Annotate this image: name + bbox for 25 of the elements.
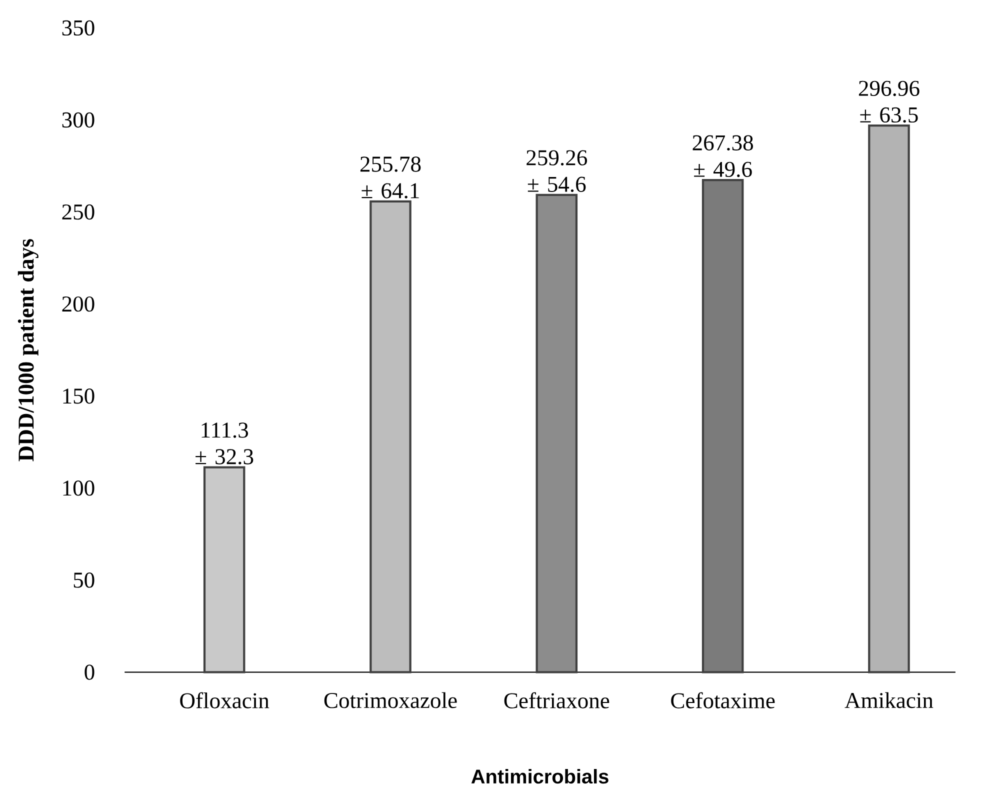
y-tick-label: 300 xyxy=(62,112,94,128)
y-tick-label: 200 xyxy=(62,296,94,312)
x-tick-label: Ofloxacin xyxy=(180,692,270,708)
bar xyxy=(370,200,412,674)
x-tick-label: Amikacin xyxy=(844,692,934,708)
x-tick-label: Cefotaxime xyxy=(671,692,775,708)
y-tick-label: 100 xyxy=(63,480,94,496)
bar xyxy=(203,466,246,674)
data-label: 259.26 ± 54.6 xyxy=(526,150,588,192)
data-label: 111.3 ± 32.3 xyxy=(196,422,254,464)
y-tick-label: 350 xyxy=(62,20,94,36)
y-tick-label: 150 xyxy=(63,388,94,404)
bar xyxy=(536,194,578,674)
x-tick-label: Cotrimoxazole xyxy=(324,692,457,708)
data-label: 267.38 ± 49.6 xyxy=(692,135,753,178)
x-tick-label: Ceftriaxone xyxy=(504,692,610,708)
x-axis-title: Antimicrobials xyxy=(471,768,608,784)
y-axis-title: DDD/1000 patient days xyxy=(18,238,38,462)
y-tick-label: 250 xyxy=(62,204,94,220)
y-tick-label: 0 xyxy=(84,664,94,680)
bar xyxy=(868,124,910,674)
data-label: 255.78 ± 64.1 xyxy=(360,156,421,198)
data-label: 296.96 ± 63.5 xyxy=(858,80,920,123)
y-tick-label: 50 xyxy=(74,572,94,588)
bar xyxy=(702,178,744,674)
